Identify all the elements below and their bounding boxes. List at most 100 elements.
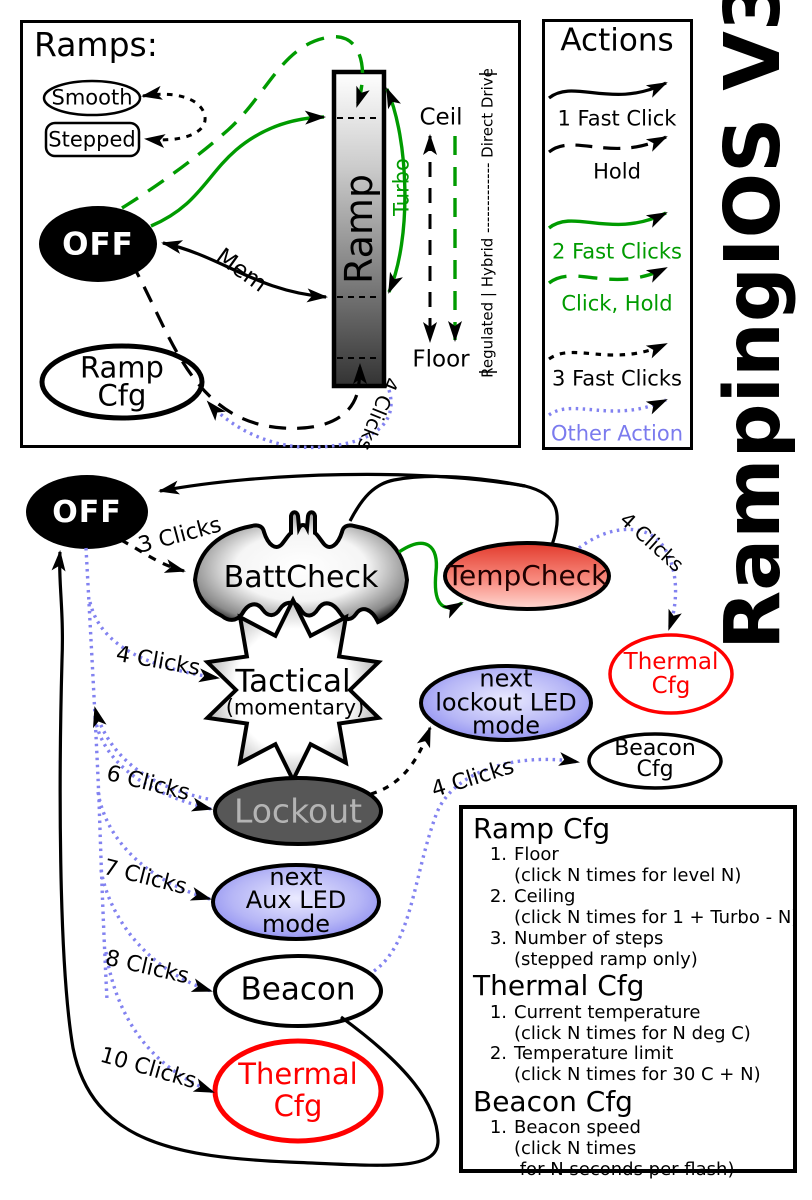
node-beacon [213, 954, 383, 1028]
ramps-heading: Ramps: [34, 25, 158, 64]
beacon-cfg-line1: Beacon [614, 736, 696, 762]
legend-2fast-label: 2 Fast Clicks [552, 239, 682, 264]
clicks8-label: 8 Clicks [102, 945, 192, 990]
aux-led-line3: mode [261, 909, 331, 938]
legend-arrow-1fast [548, 81, 668, 100]
node-lockout [213, 776, 383, 846]
page-title: RampingIOS V3 [709, 0, 798, 650]
config-box: Ramp Cfg 1. Floor (click N times for lev… [459, 805, 799, 1180]
node-smooth [42, 79, 142, 117]
edge-off-battcheck [120, 538, 186, 573]
item-line: Number of steps [514, 927, 664, 949]
edge-off-tactical [88, 601, 220, 683]
legend-3fast-label: 3 Fast Clicks [552, 366, 682, 391]
edge-off-auxled [96, 791, 212, 901]
stepped-label: Stepped [48, 127, 136, 152]
ramp-bar [331, 69, 387, 389]
ramp-cfg-line2: Cfg [97, 378, 147, 412]
battcheck-label: BattCheck [223, 560, 379, 595]
node-aux-led [211, 863, 381, 941]
legend-other-label: Other Action [550, 421, 684, 446]
actions-heading: Actions [560, 22, 674, 59]
aux-led-line1: next [269, 863, 323, 892]
lockout-led-label: next lockout LED mode [435, 664, 577, 739]
thermal-cfg-bottom-label: Thermal Cfg [238, 1057, 358, 1123]
item-line: (stepped ramp only) [514, 948, 698, 970]
config-beacon-heading: Beacon Cfg [473, 1085, 633, 1119]
config-ramp-item-3: 3. Number of steps (stepped ramp only) [473, 927, 783, 971]
legend-1fast-label: 1 Fast Click [557, 106, 677, 131]
item-line: Temperature limit [514, 1043, 674, 1065]
item-line: (click N times for level N) [514, 865, 742, 887]
beacon-cfg-label: Beacon Cfg [614, 736, 696, 781]
tactical-momentary-label: (momentary) [225, 695, 365, 720]
ramp-cfg-label: Ramp Cfg [80, 353, 164, 412]
legend-arrow-clickhold [547, 266, 668, 285]
off-top-label: OFF [62, 226, 134, 263]
clicks4-beacon-label: 4 Clicks [428, 754, 518, 803]
floor-label: Floor [412, 346, 470, 373]
clicks10-label: 10 Clicks [97, 1042, 200, 1095]
off-low-label: OFF [52, 495, 122, 530]
edge-off-lockout [93, 717, 213, 812]
clicks4-thermal-label: 4 Clicks [615, 507, 689, 577]
node-thermal-cfg-bottom [212, 1038, 384, 1144]
item-line: (click N times for 30 C + N) [514, 1064, 761, 1086]
legend-arrow-2fast [547, 211, 668, 230]
ramps-panel [20, 20, 521, 448]
legend-arrow-3fast [548, 342, 668, 361]
edge-battcheck-to-off [348, 474, 526, 522]
item-line: Ceiling [514, 885, 576, 907]
aux-led-label: next Aux LED mode [245, 863, 347, 938]
aux-led-line2: Aux LED [245, 886, 347, 915]
thermal-bottom-line1: Thermal [238, 1057, 358, 1092]
node-ramp-cfg [39, 343, 205, 421]
tactical-label: Tactical [235, 663, 351, 700]
actions-panel [542, 19, 693, 450]
edge-mem [161, 240, 328, 303]
lockout-led-line2: lockout LED [435, 688, 577, 717]
lockout-label: Lockout [233, 791, 363, 831]
thermal-cfg-top-label: Thermal Cfg [624, 650, 719, 698]
config-thermal-heading: Thermal Cfg [473, 969, 645, 1003]
clicks7-label: 7 Clicks [100, 855, 190, 900]
turbo-label: Turbo [389, 158, 414, 216]
node-tempcheck [443, 541, 611, 611]
item-num: 2. [489, 885, 507, 907]
edge-off-ceiling-2fast [150, 110, 326, 228]
item-line: (click N times for N deg C) [514, 1022, 751, 1044]
smooth-label: Smooth [51, 85, 133, 110]
node-off-low [26, 475, 148, 549]
item-line: Beacon speed [514, 1117, 641, 1139]
drive-scale-label: Regulated | Hybrid ------------- Direct … [478, 68, 497, 378]
config-ramp-heading: Ramp Cfg [473, 812, 611, 845]
edge-lockout-lockoutled [370, 726, 432, 796]
item-line: for N seconds per flash) [514, 1159, 735, 1181]
item-num: 1. [489, 1001, 507, 1023]
edge-smooth-stepped [141, 85, 207, 149]
node-thermal-cfg-top [608, 633, 734, 715]
edge-off-ceiling-clickhold [121, 35, 370, 210]
tempcheck-label: TempCheck [446, 559, 608, 592]
edge-loop-to-off [51, 550, 440, 1167]
node-stepped [44, 121, 141, 158]
ramp-bar-label: Ramp [337, 174, 381, 284]
legend-hold-label: Hold [593, 159, 641, 184]
item-line: (click N times [514, 1138, 637, 1160]
item-num: 2. [489, 1043, 507, 1065]
node-lockout-led [419, 664, 593, 742]
edge-ramp-rampcfg [206, 389, 393, 450]
ceil-label: Ceil [419, 104, 463, 131]
item-line: Floor [514, 844, 559, 866]
beacon-label: Beacon [240, 971, 356, 1008]
item-num: 3. [489, 927, 507, 949]
item-line: (click N times for 1 + Turbo - N) [514, 906, 799, 928]
item-num: 1. [489, 1117, 507, 1139]
item-num: 1. [489, 844, 507, 866]
item-line: Current temperature [514, 1001, 701, 1023]
edge-turbo [385, 87, 407, 294]
ramp-cfg-4clicks-label: 4 Clicks [352, 373, 404, 455]
lockout-led-line1: next [479, 664, 533, 693]
config-thermal-item-2: 2. Temperature limit (click N times for … [473, 1043, 783, 1086]
